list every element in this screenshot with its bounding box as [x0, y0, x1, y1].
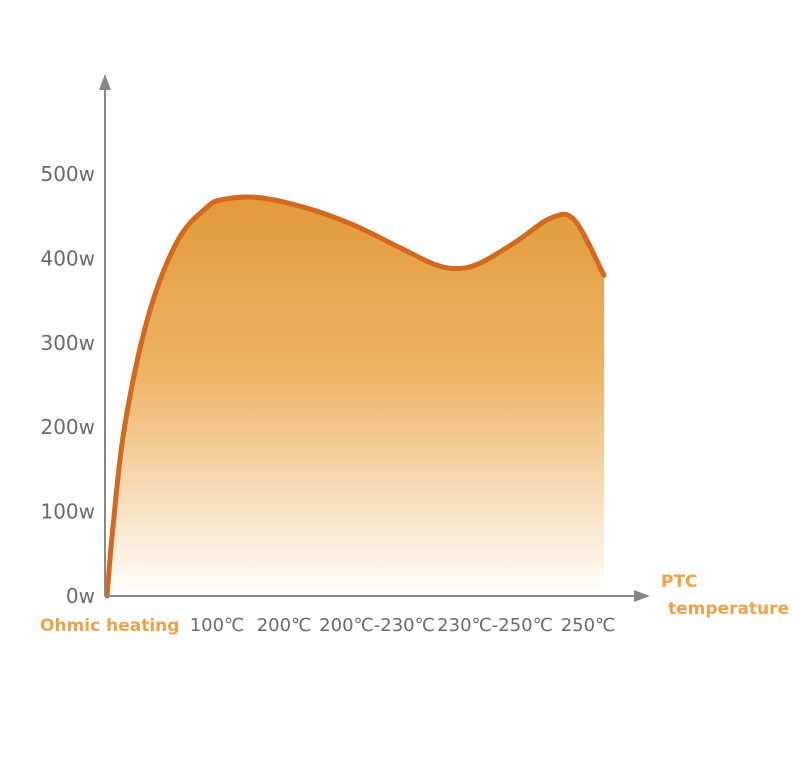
- x-tick-label: 230℃-250℃: [437, 615, 553, 636]
- x-tick-label: 200℃-230℃: [319, 615, 435, 636]
- y-tick-label: 500w: [40, 162, 95, 186]
- axes: [99, 74, 650, 602]
- y-tick-label: 400w: [40, 246, 95, 270]
- y-axis-arrow-icon: [99, 74, 111, 90]
- y-tick-label: 200w: [40, 415, 95, 439]
- y-tick-label: 100w: [40, 500, 95, 524]
- x-tick-label: 250℃: [561, 615, 616, 636]
- y-tick-label: 300w: [40, 331, 95, 355]
- power-curve-line: [104, 194, 607, 599]
- y-tick-label: 0w: [66, 584, 95, 608]
- x-axis-title-line-1: PTC: [661, 572, 698, 592]
- x-axis-arrow-icon: [634, 590, 650, 602]
- x-axis-title-line-2: temperature: [668, 599, 789, 619]
- origin-label: Ohmic heating: [40, 616, 179, 636]
- x-tick-label: 100℃: [190, 615, 245, 636]
- power-area-fill: [107, 197, 604, 596]
- y-tick-labels: 0w 100w 200w 300w 400w 500w: [40, 162, 95, 608]
- x-tick-label: 200℃: [257, 615, 312, 636]
- x-tick-labels: 100℃ 200℃ 200℃-230℃ 230℃-250℃ 250℃: [190, 615, 616, 636]
